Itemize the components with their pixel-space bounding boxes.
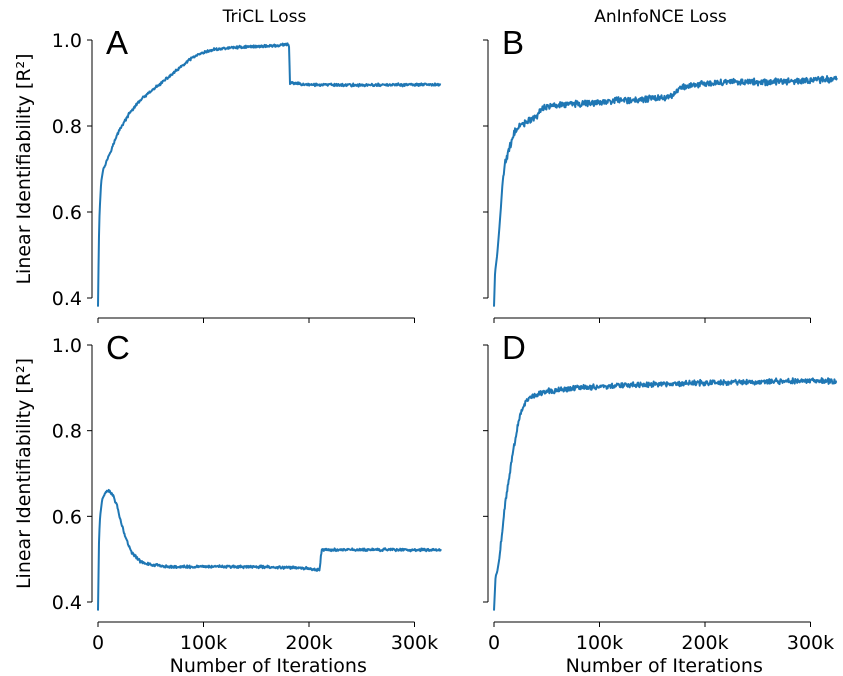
y-tick-label: 1.0 <box>52 30 82 52</box>
panel-a: 0.4 0.6 0.8 1.0 TriCL Loss A Linear Identifiab… <box>13 7 442 323</box>
x-tick-label: 200k <box>285 632 332 654</box>
y-tick-label: 0.6 <box>52 506 82 528</box>
x-tick-label: 300k <box>391 632 438 654</box>
panels: 0.4 0.6 0.8 1.0 TriCL Loss A Linear Identifiab… <box>13 7 838 676</box>
y-tick-label: 0.8 <box>52 421 82 443</box>
x-tick-label: 200k <box>681 632 728 654</box>
panel-label: C <box>106 329 130 366</box>
panel-title: AnInfoNCE Loss <box>594 7 727 27</box>
y-tick-label: 0.8 <box>52 116 82 138</box>
panel-c: 0.4 0.6 0.8 1.0 0 100k 200k 300k C Linear Identif… <box>13 329 442 676</box>
series-line-a <box>97 42 442 307</box>
y-tick-label: 0.4 <box>52 592 82 614</box>
x-tick-label: 0 <box>92 632 104 654</box>
x-tick-label: 100k <box>180 632 227 654</box>
series-line-c <box>97 488 442 611</box>
x-tick-label: 100k <box>576 632 623 654</box>
panel-d: 0 100k 200k 300k D Number of Iterations <box>483 329 838 676</box>
y-tick-label: 0.4 <box>52 288 82 310</box>
y-axis-label: Linear Identifiability [R²] <box>13 53 35 284</box>
x-axis-label: Number of Iterations <box>566 655 763 676</box>
panel-label: B <box>502 24 524 61</box>
panel-label: A <box>106 24 128 61</box>
y-tick-label: 1.0 <box>52 335 82 357</box>
y-tick-label: 0.6 <box>52 202 82 224</box>
panel-b: AnInfoNCE Loss B <box>483 7 838 323</box>
x-tick-label: 0 <box>488 632 500 654</box>
x-tick-label: 300k <box>787 632 834 654</box>
series-line-b <box>493 75 838 307</box>
y-axis-label: Linear Identifiability [R²] <box>13 358 35 589</box>
panel-title: TriCL Loss <box>222 7 307 27</box>
x-axis-label: Number of Iterations <box>170 655 367 676</box>
series-line-d <box>493 377 838 611</box>
panel-label: D <box>502 329 526 366</box>
